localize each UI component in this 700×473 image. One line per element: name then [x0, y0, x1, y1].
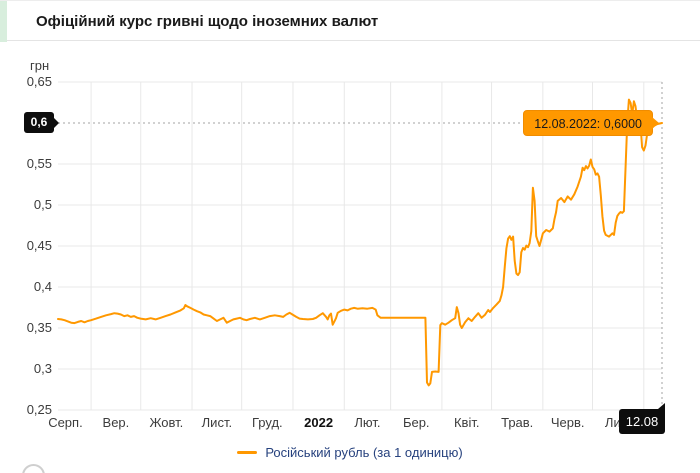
y-tick-label: 0,55 [26, 156, 52, 171]
x-tick-label: Серп. [48, 415, 83, 430]
y-tick-label: 0,4 [33, 279, 52, 294]
green-accent-strip [0, 1, 7, 42]
legend-item-russian-ruble[interactable]: Російський рубль (за 1 одиницю) [237, 445, 463, 460]
y-tick-label: 0,35 [26, 320, 52, 335]
y-tick-label: 0,3 [33, 361, 52, 376]
x-tick-label: Вер. [102, 415, 130, 430]
legend-line-marker-icon [237, 451, 258, 454]
x-tick-label: Лист. [201, 415, 233, 430]
page-title: Офіційний курс гривні щодо іноземних вал… [36, 13, 379, 30]
y-axis-unit-label: грн [30, 58, 50, 73]
x-tick-label: Квіт. [453, 415, 480, 430]
x-axis-highlight-badge: 12.08 [619, 403, 665, 434]
x-tick-label: Жовт. [149, 415, 184, 430]
series-line-russian-ruble[interactable] [57, 98, 663, 387]
y-tick-label: 0,45 [26, 238, 52, 253]
x-tick-label: Бер. [402, 415, 430, 430]
y-tick-label: 0,5 [33, 197, 52, 212]
title-bar: Офіційний курс гривні щодо іноземних вал… [0, 0, 700, 42]
y-tick-label: 0,65 [26, 74, 52, 89]
x-tick-label: Трав. [501, 415, 534, 430]
x-tick-label: Черв. [550, 415, 585, 430]
data-point-tooltip: 12.08.2022: 0,6000 [523, 110, 659, 136]
y-axis-highlight-badge: 0,6 [24, 112, 59, 133]
legend-label: Російський рубль (за 1 одиницю) [265, 445, 463, 460]
x-tick-label: 2022 [304, 415, 334, 430]
legend: Російський рубль (за 1 одиницю) [0, 445, 700, 460]
y-tick-label: 0,25 [26, 402, 52, 417]
x-tick-label: Груд. [251, 415, 283, 430]
x-tick-label: Лют. [354, 415, 381, 430]
